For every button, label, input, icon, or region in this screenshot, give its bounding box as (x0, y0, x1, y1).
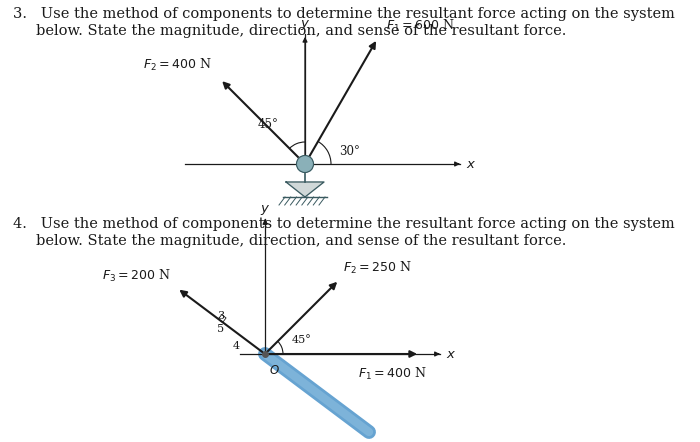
Text: 4: 4 (233, 341, 240, 351)
Text: $x$: $x$ (446, 347, 456, 361)
Text: 4.   Use the method of components to determine the resultant force acting on the: 4. Use the method of components to deter… (13, 217, 675, 231)
Text: $y$: $y$ (300, 18, 310, 32)
Text: $F_1 = 400$ N: $F_1 = 400$ N (358, 366, 427, 382)
Text: $F_2 = 250$ N: $F_2 = 250$ N (343, 259, 412, 276)
Text: 45°: 45° (292, 335, 312, 345)
Text: $y$: $y$ (260, 203, 270, 217)
Text: $F_3 = 200$ N: $F_3 = 200$ N (102, 268, 171, 284)
Text: 3.   Use the method of components to determine the resultant force acting on the: 3. Use the method of components to deter… (13, 7, 675, 21)
Text: $F_2 = 400$ N: $F_2 = 400$ N (144, 57, 212, 73)
Text: 3: 3 (217, 311, 224, 321)
Text: $O$: $O$ (269, 364, 280, 377)
Polygon shape (286, 182, 324, 197)
Text: 45°: 45° (257, 118, 278, 131)
Text: below. State the magnitude, direction, and sense of the resultant force.: below. State the magnitude, direction, a… (13, 24, 566, 38)
Text: $x$: $x$ (466, 157, 476, 171)
Text: 30°: 30° (339, 145, 360, 158)
Text: $F_1 = 600$ N: $F_1 = 600$ N (386, 18, 455, 34)
Text: below. State the magnitude, direction, and sense of the resultant force.: below. State the magnitude, direction, a… (13, 234, 566, 248)
Text: 5: 5 (217, 324, 224, 334)
Circle shape (297, 156, 314, 172)
